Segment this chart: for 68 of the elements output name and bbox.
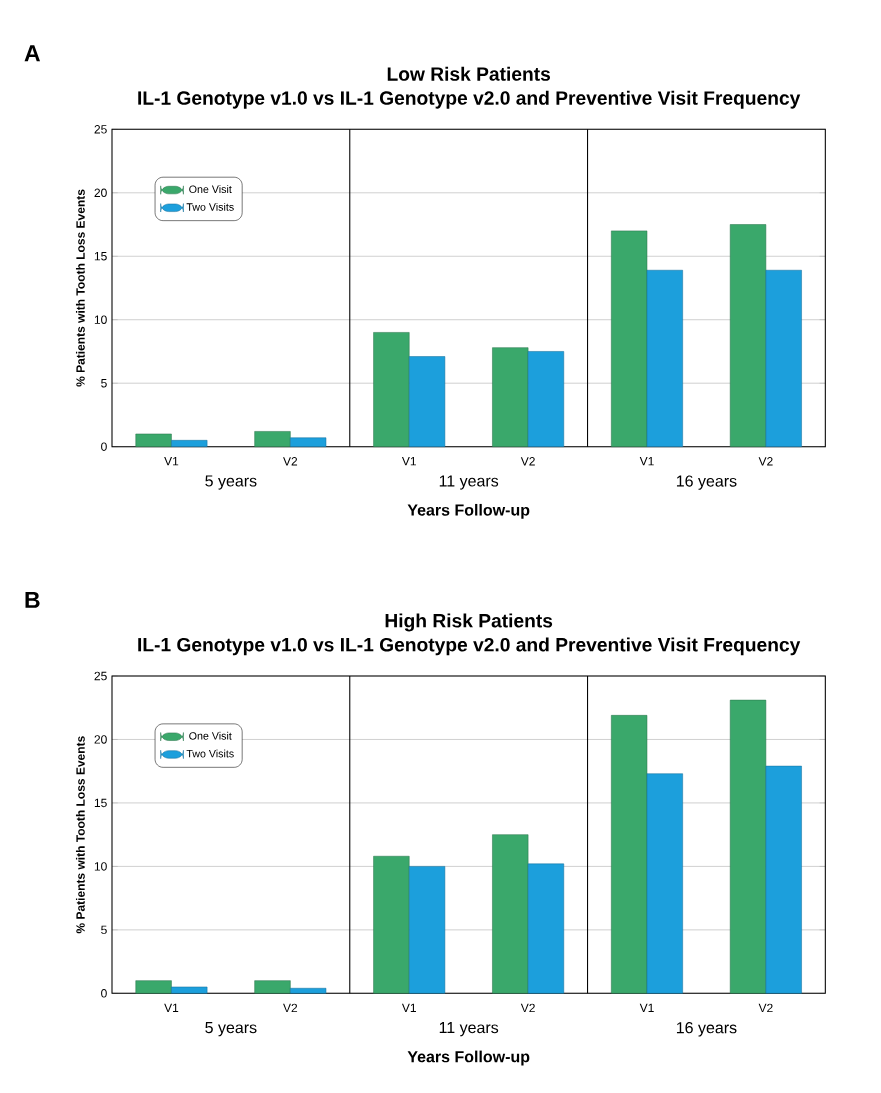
x-tick-label: V2 (520, 457, 535, 466)
bar (492, 347, 529, 447)
x-axis-title: Years Follow-up (407, 1050, 530, 1066)
bar (492, 834, 529, 994)
y-tick-label: 20 (94, 188, 107, 198)
text: 16 years (676, 1022, 737, 1037)
bar (408, 356, 446, 447)
text: 11 years (439, 1022, 499, 1037)
x-tick-label: V2 (283, 1003, 298, 1013)
bar (290, 987, 327, 994)
text: 16 years (676, 475, 737, 490)
x-tick-label: V2 (520, 1003, 535, 1013)
x-tick-label: V2 (758, 457, 773, 466)
y-tick-label: 0 (101, 442, 107, 451)
chart-subtitle: IL-1 Genotype v1.0 vs IL-1 Genotype v2.0 and Preventive Visit Frequency (138, 90, 801, 109)
bar (373, 855, 410, 994)
bar (646, 773, 683, 994)
legend-label: Two Visits (186, 749, 234, 758)
bar (135, 433, 172, 447)
y-tick-label: 10 (94, 862, 107, 871)
bar (135, 980, 172, 994)
x-tick-label: V1 (164, 1003, 179, 1012)
y-tick-label: 20 (94, 735, 107, 744)
y-tick-label: 10 (94, 315, 107, 324)
bar (171, 986, 208, 994)
chart-title: Low Risk Patients (387, 66, 551, 81)
x-tick-label: V1 (639, 457, 654, 466)
bar (765, 765, 802, 994)
y-tick-label: 15 (94, 252, 107, 261)
text: B (25, 591, 40, 608)
bar (527, 863, 565, 994)
y-axis-title: % Patients with Tooth Loss Events (75, 189, 85, 387)
x-tick-label: V2 (283, 457, 298, 466)
bar (646, 269, 683, 447)
bar (254, 431, 291, 447)
text: 11 years (439, 475, 499, 490)
y-tick-label: 25 (94, 671, 107, 681)
chart-subtitle: IL-1 Genotype v1.0 vs IL-1 Genotype v2.0 and Preventive Visit Frequency (138, 637, 801, 656)
y-tick-label: 25 (94, 125, 107, 134)
bar (611, 230, 648, 447)
x-tick-label: V1 (164, 457, 179, 466)
legend-label: One Visit (189, 185, 232, 194)
bar (408, 866, 446, 994)
x-tick-label: V2 (758, 1003, 773, 1013)
bar (171, 440, 208, 447)
legend-label: One Visit (189, 731, 232, 740)
x-tick-label: V1 (401, 1003, 416, 1012)
y-tick-label: 5 (101, 379, 107, 388)
x-axis-title: Years Follow-up (407, 503, 530, 519)
x-tick-label: V1 (639, 1003, 654, 1012)
y-tick-label: 0 (101, 989, 107, 998)
bar (373, 332, 410, 447)
bar (729, 699, 767, 994)
bar (729, 224, 767, 447)
text: A (24, 45, 41, 62)
bar (254, 980, 291, 994)
y-axis-title: % Patients with Tooth Loss Events (75, 736, 85, 934)
legend-label: Two Visits (186, 202, 234, 211)
bar (527, 351, 565, 447)
x-tick-label: V1 (401, 457, 416, 466)
y-tick-label: 5 (101, 925, 107, 935)
bar (290, 437, 327, 447)
chart-title: High Risk Patients (385, 613, 553, 632)
y-tick-label: 15 (94, 798, 107, 808)
bar (611, 715, 648, 994)
text: 5 years (205, 475, 257, 490)
text: 5 years (205, 1022, 257, 1037)
bar (765, 269, 802, 447)
